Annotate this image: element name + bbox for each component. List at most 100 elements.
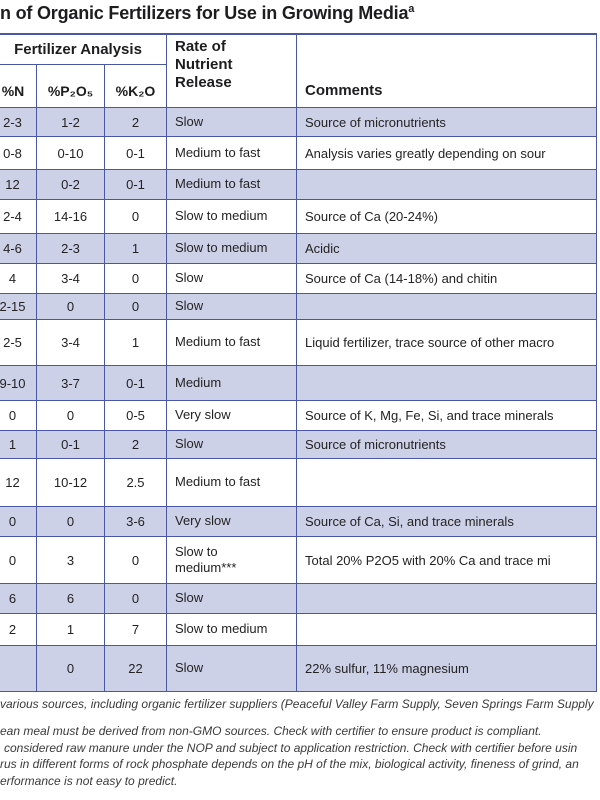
cell-k2o: 2	[105, 431, 167, 458]
cell-p2o5: 0-1	[37, 431, 105, 458]
cell-n: 2-3	[0, 108, 37, 136]
table-header: Fertilizer Analysis %N %P₂O₅ %K₂O Rate o…	[0, 35, 597, 108]
cell-comments	[297, 584, 597, 613]
cell-comments: Acidic	[297, 234, 597, 263]
footnotes: various sources, including organic ferti…	[0, 697, 600, 789]
cell-p2o5: 0	[37, 646, 105, 691]
cell-p2o5: 14-16	[37, 200, 105, 233]
cell-n: 0-8	[0, 137, 37, 169]
cell-rate: Medium to fast	[167, 137, 297, 169]
cell-rate: Very slow	[167, 507, 297, 536]
cell-k2o: 7	[105, 614, 167, 645]
table-row: 0-8 0-10 0-1 Medium to fast Analysis var…	[0, 137, 597, 170]
cell-k2o: 0	[105, 294, 167, 319]
cell-rate: Slow	[167, 646, 297, 691]
table-row: 0 0 0-5 Very slow Source of K, Mg, Fe, S…	[0, 401, 597, 431]
header-col-n: %N	[0, 65, 37, 107]
table-row: 4-6 2-3 1 Slow to medium Acidic	[0, 234, 597, 264]
page-title-text: n of Organic Fertilizers for Use in Grow…	[0, 3, 409, 23]
cell-k2o: 3-6	[105, 507, 167, 536]
header-comments: Comments	[297, 35, 597, 107]
table-row: 0 22 Slow 22% sulfur, 11% magnesium	[0, 646, 597, 692]
table-row: 1 0-1 2 Slow Source of micronutrients	[0, 431, 597, 459]
cell-n: 4-6	[0, 234, 37, 263]
cell-k2o: 0-1	[105, 170, 167, 199]
cell-p2o5: 3-4	[37, 264, 105, 293]
cell-comments: Analysis varies greatly depending on sou…	[297, 137, 597, 169]
cell-n: 12	[0, 170, 37, 199]
cell-p2o5: 1-2	[37, 108, 105, 136]
table-row: 2 1 7 Slow to medium	[0, 614, 597, 646]
cell-rate: Slow to medium	[167, 234, 297, 263]
cell-k2o: 0	[105, 200, 167, 233]
cell-k2o: 2.5	[105, 459, 167, 506]
cell-p2o5: 0	[37, 401, 105, 430]
cell-p2o5: 3	[37, 537, 105, 583]
cell-rate: Slow	[167, 108, 297, 136]
cell-comments: Source of Ca (20-24%)	[297, 200, 597, 233]
cell-p2o5: 2-3	[37, 234, 105, 263]
cell-n: 0	[0, 401, 37, 430]
footnote-line: rus in different forms of rock phosphate…	[0, 757, 579, 771]
cell-comments: Liquid fertilizer, trace source of other…	[297, 320, 597, 365]
page-title: n of Organic Fertilizers for Use in Grow…	[0, 3, 600, 24]
table-row: 2-15 0 0 Slow	[0, 294, 597, 320]
cell-n	[0, 646, 37, 691]
cell-comments	[297, 294, 597, 319]
cell-rate: Slow to medium	[167, 614, 297, 645]
cell-k2o: 0-5	[105, 401, 167, 430]
cell-comments	[297, 459, 597, 506]
cell-rate: Slow to medium	[167, 200, 297, 233]
cell-n: 2-5	[0, 320, 37, 365]
table-body: 2-3 1-2 2 Slow Source of micronutrients …	[0, 108, 597, 692]
cell-comments: Source of micronutrients	[297, 108, 597, 136]
table-row: 12 0-2 0-1 Medium to fast	[0, 170, 597, 200]
cell-rate: Medium	[167, 366, 297, 400]
cell-comments	[297, 614, 597, 645]
table-row: 4 3-4 0 Slow Source of Ca (14-18%) and c…	[0, 264, 597, 294]
cell-n: 6	[0, 584, 37, 613]
cell-rate: Medium to fast	[167, 459, 297, 506]
cell-n: 9-10	[0, 366, 37, 400]
cell-comments: Source of micronutrients	[297, 431, 597, 458]
cell-p2o5: 0	[37, 507, 105, 536]
header-rate-of-nutrient-release: Rate of Nutrient Release	[167, 35, 297, 107]
table-row: 0 0 3-6 Very slow Source of Ca, Si, and …	[0, 507, 597, 537]
cell-comments: Total 20% P2O5 with 20% Ca and trace mi	[297, 537, 597, 583]
cell-comments: 22% sulfur, 11% magnesium	[297, 646, 597, 691]
cell-rate: Slow	[167, 584, 297, 613]
cell-n: 4	[0, 264, 37, 293]
fertilizer-table: Fertilizer Analysis %N %P₂O₅ %K₂O Rate o…	[0, 33, 597, 692]
cell-rate: Medium to fast	[167, 320, 297, 365]
cell-n: 2-15	[0, 294, 37, 319]
cell-p2o5: 10-12	[37, 459, 105, 506]
cell-k2o: 0	[105, 584, 167, 613]
cell-p2o5: 0-2	[37, 170, 105, 199]
cell-n: 1	[0, 431, 37, 458]
cell-rate: Very slow	[167, 401, 297, 430]
page-title-footnote-marker: a	[408, 3, 415, 15]
cell-comments: Source of Ca (14-18%) and chitin	[297, 264, 597, 293]
cell-comments	[297, 170, 597, 199]
cell-k2o: 0-1	[105, 137, 167, 169]
table-row: 6 6 0 Slow	[0, 584, 597, 614]
header-col-k2o: %K₂O	[105, 65, 167, 107]
cell-k2o: 22	[105, 646, 167, 691]
footnote-line: ean meal must be derived from non-GMO so…	[0, 724, 542, 738]
cell-n: 0	[0, 537, 37, 583]
cell-rate: Slow	[167, 264, 297, 293]
table-row: 0 3 0 Slow to medium*** Total 20% P2O5 w…	[0, 537, 597, 584]
cell-n: 2	[0, 614, 37, 645]
footnote-line: considered raw manure under the NOP and …	[4, 740, 578, 755]
cell-n: 12	[0, 459, 37, 506]
cell-comments: Source of Ca, Si, and trace minerals	[297, 507, 597, 536]
table-row: 2-5 3-4 1 Medium to fast Liquid fertiliz…	[0, 320, 597, 366]
cell-p2o5: 1	[37, 614, 105, 645]
cell-k2o: 0	[105, 264, 167, 293]
header-fertilizer-analysis: Fertilizer Analysis	[0, 35, 167, 65]
cell-rate: Slow	[167, 431, 297, 458]
header-col-p2o5: %P₂O₅	[37, 65, 105, 107]
footnote-source-line: various sources, including organic ferti…	[0, 697, 594, 711]
cell-n: 0	[0, 507, 37, 536]
table-row: 2-3 1-2 2 Slow Source of micronutrients	[0, 108, 597, 137]
